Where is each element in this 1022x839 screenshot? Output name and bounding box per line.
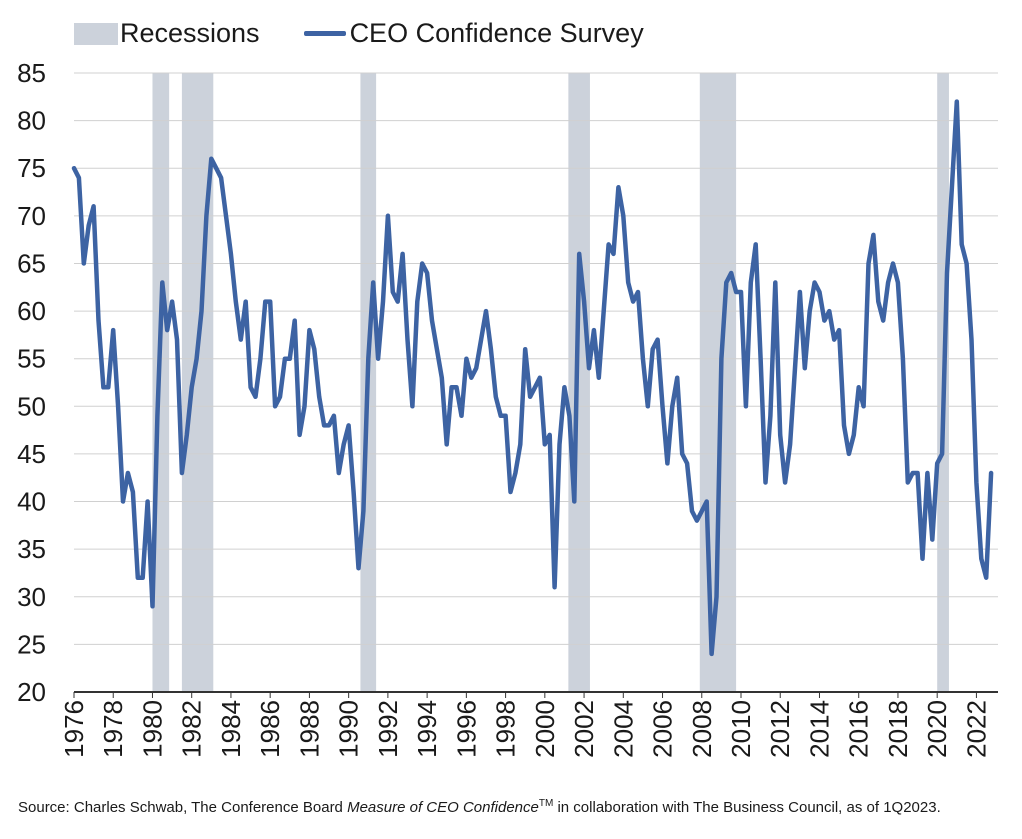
source-prefix: Source: Charles Schwab, The Conference B…: [18, 799, 348, 816]
y-tick-label-40: 40: [17, 487, 46, 517]
series-swatch: [303, 31, 346, 36]
y-tick-label-45: 45: [17, 439, 46, 469]
x-tick-label-2022: 2022: [961, 700, 991, 758]
x-tick-label-1980: 1980: [137, 700, 167, 758]
x-tick-label-2006: 2006: [648, 700, 678, 758]
x-tick-label-1998: 1998: [491, 700, 521, 758]
y-tick-label-35: 35: [17, 534, 46, 564]
source-superscript: TM: [538, 798, 554, 809]
x-tick-label-1982: 1982: [177, 700, 207, 758]
x-tick-label-1984: 1984: [216, 700, 246, 758]
x-tick-label-1994: 1994: [412, 700, 442, 758]
y-tick-label-20: 20: [17, 677, 46, 707]
x-tick-label-1978: 1978: [98, 700, 128, 758]
gridlines: [74, 72, 998, 645]
x-tick-label-2010: 2010: [726, 700, 756, 758]
y-tick-label-60: 60: [17, 296, 46, 326]
legend-label-recessions: Recessions: [120, 18, 260, 48]
y-tick-label-70: 70: [17, 201, 46, 231]
y-tick-label-85: 85: [17, 58, 46, 88]
y-tick-label-25: 25: [17, 629, 46, 659]
x-tick-label-2014: 2014: [804, 700, 834, 758]
x-tick-label-1986: 1986: [255, 700, 285, 758]
source-suffix: in collaboration with The Business Counc…: [553, 799, 941, 816]
x-tick-label-2002: 2002: [569, 700, 599, 758]
recession-swatch: [74, 22, 118, 45]
y-tick-label-65: 65: [17, 248, 46, 278]
x-tick-label-2004: 2004: [608, 700, 638, 758]
y-tick-label-80: 80: [17, 106, 46, 136]
x-tick-label-2016: 2016: [844, 700, 874, 758]
y-tick-label-75: 75: [17, 153, 46, 183]
series-line-ceo-confidence: [71, 99, 994, 657]
x-tick-label-1990: 1990: [334, 700, 364, 758]
x-tick-label-2018: 2018: [883, 700, 913, 758]
legend-item-recessions: Recessions: [74, 18, 260, 49]
legend-item-series: CEO Confidence Survey: [303, 18, 644, 49]
recession-band-4: [568, 73, 590, 692]
y-tick-label-30: 30: [17, 582, 46, 612]
x-tick-label-2020: 2020: [922, 700, 952, 758]
y-tick-label-50: 50: [17, 391, 46, 421]
x-tick-label-2000: 2000: [530, 700, 560, 758]
y-tick-label-55: 55: [17, 344, 46, 374]
x-tick-label-1992: 1992: [373, 700, 403, 758]
x-tick-label-2012: 2012: [765, 700, 795, 758]
y-axis: 20 25 30 35 40 45 50 55 60 65 70 75 80 85: [17, 58, 46, 707]
x-tick-label-1976: 1976: [59, 700, 89, 758]
chart-canvas: 20 25 30 35 40 45 50 55 60 65 70 75 80 85 1976 1978 198…: [17, 58, 998, 758]
legend-label-series: CEO Confidence Survey: [349, 18, 644, 48]
x-tick-label-1988: 1988: [294, 700, 324, 758]
x-axis: 1976 1978 1980 1982 1984 1986 1988 1990 1992 1994…: [59, 691, 998, 758]
series-line-layer: [71, 99, 994, 657]
x-tick-label-2008: 2008: [687, 700, 717, 758]
source-note: Source: Charles Schwab, The Conference B…: [18, 794, 1008, 817]
source-italic: Measure of CEO Confidence: [347, 799, 539, 816]
x-tick-label-1996: 1996: [451, 700, 481, 758]
legend: Recessions CEO Confidence Survey: [74, 18, 688, 49]
